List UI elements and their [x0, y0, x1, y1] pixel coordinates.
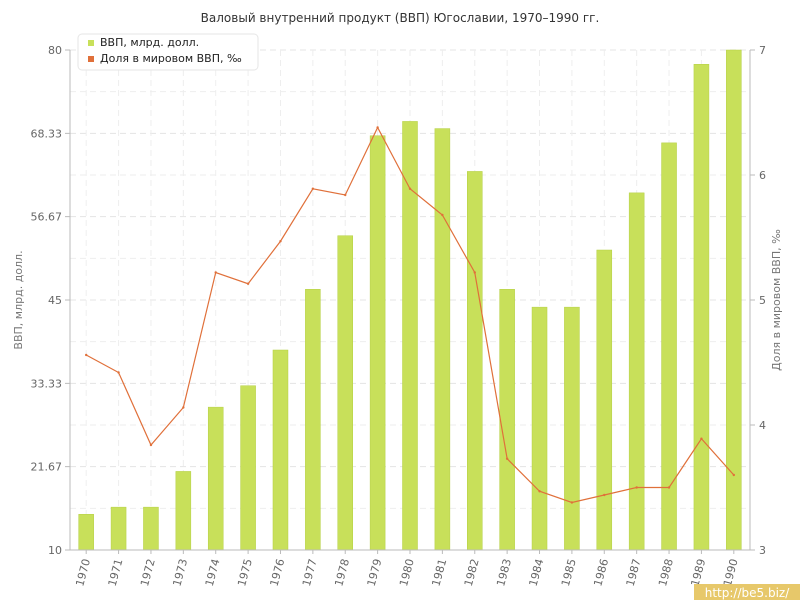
share-point-1976	[279, 240, 282, 243]
bar-gdp-1978	[337, 235, 353, 551]
bar-gdp-1981	[434, 128, 451, 551]
bar-gdp-1984	[531, 306, 548, 551]
share-point-1974	[214, 271, 217, 274]
chart-title: Валовый внутренний продукт (ВВП) Югослав…	[201, 11, 600, 25]
right-tick-label: 4	[759, 419, 766, 432]
watermark-badge: http://be5.biz/	[694, 584, 800, 600]
right-tick-label: 5	[759, 294, 766, 307]
legend: ВВП, млрд. долл. Доля в мировом ВВП, ‰	[77, 33, 259, 71]
share-point-1975	[246, 282, 250, 285]
bars	[78, 49, 742, 551]
bar-gdp-1988	[661, 142, 677, 551]
share-point-1970	[84, 353, 88, 357]
share-point-1981	[441, 213, 444, 217]
bar-gdp-1982	[467, 171, 483, 551]
right-axis-ticks: 3 4 5 6 7	[750, 44, 766, 557]
left-tick-label: 21.67	[31, 461, 63, 474]
left-tick-label: 45	[48, 294, 62, 307]
left-tick-label: 33.33	[31, 377, 63, 390]
legend-label-gdp: ВВП, млрд. долл.	[100, 36, 199, 49]
bar-gdp-1975	[240, 385, 256, 551]
share-point-1979	[376, 126, 379, 129]
legend-box	[77, 33, 259, 71]
bar-gdp-1970	[78, 514, 94, 551]
left-tick-label: 10	[48, 544, 62, 557]
legend-swatch-gdp	[88, 40, 94, 46]
share-point-1989	[700, 437, 703, 440]
y2-axis-title: Доля в мировом ВВП, ‰	[770, 229, 783, 371]
share-point-1980	[408, 187, 412, 190]
share-point-1973	[182, 406, 185, 409]
share-point-1985	[570, 501, 574, 504]
left-tick-label: 80	[48, 44, 62, 57]
share-point-1983	[505, 457, 509, 460]
bar-gdp-1986	[596, 249, 613, 551]
left-axis-ticks: 10 21.67 33.33 45 56.67 68.33 80	[31, 44, 70, 557]
legend-swatch-share	[88, 56, 94, 62]
share-point-1972	[149, 443, 153, 447]
share-point-1988	[667, 486, 671, 489]
share-point-1987	[635, 486, 638, 489]
bar-gdp-1971	[110, 506, 127, 551]
bar-gdp-1979	[369, 135, 386, 551]
right-tick-label: 3	[759, 544, 766, 557]
bar-gdp-1983	[499, 289, 515, 551]
share-point-1977	[311, 187, 315, 190]
left-tick-label: 68.33	[31, 127, 63, 140]
legend-label-share: Доля в мировом ВВП, ‰	[100, 52, 242, 65]
bar-gdp-1972	[143, 506, 159, 551]
share-point-1984	[538, 490, 541, 493]
share-line-series	[84, 126, 736, 504]
bar-gdp-1989	[693, 64, 710, 551]
bar-gdp-1976	[272, 349, 289, 551]
share-point-1986	[603, 493, 606, 497]
bar-gdp-1980	[402, 121, 418, 551]
share-point-1982	[473, 271, 476, 274]
watermark-text: http://be5.biz/	[705, 586, 790, 600]
right-tick-label: 6	[759, 169, 766, 182]
share-point-1978	[344, 193, 347, 197]
bar-gdp-1985	[564, 306, 580, 551]
bar-gdp-1974	[207, 406, 224, 551]
share-point-1990	[732, 473, 736, 477]
right-tick-label: 7	[759, 44, 766, 57]
watermark-background	[694, 584, 800, 600]
share-point-1971	[117, 371, 120, 374]
bar-gdp-1977	[305, 289, 321, 551]
bar-gdp-1987	[628, 192, 645, 551]
bar-gdp-1973	[175, 471, 192, 551]
left-tick-label: 56.67	[31, 211, 63, 224]
y-axis-title: ВВП, млрд. долл.	[12, 250, 25, 349]
